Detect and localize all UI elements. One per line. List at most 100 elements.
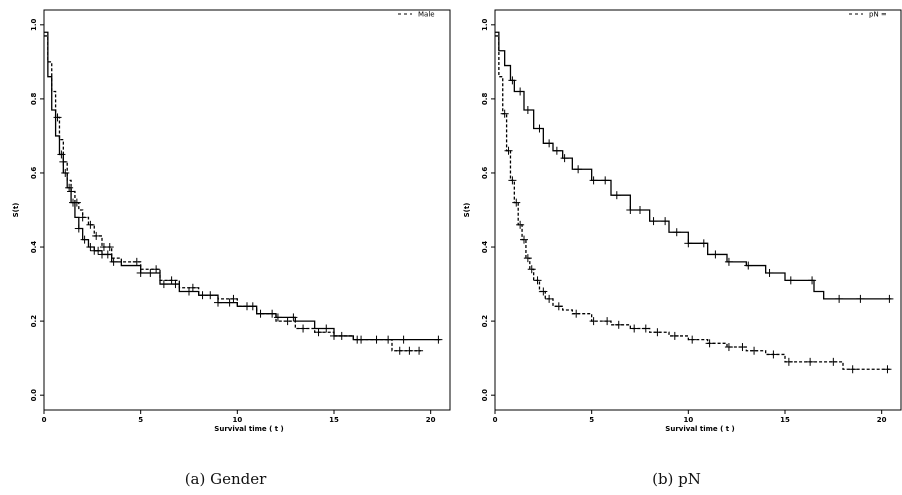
censor-mark — [614, 320, 623, 329]
censor-mark — [512, 198, 521, 207]
censor-mark — [248, 302, 257, 311]
x-tick-label: 20 — [877, 416, 887, 424]
censor-mark — [508, 76, 517, 85]
y-tick-label: 0.0 — [30, 389, 38, 402]
y-tick-label: 1.0 — [481, 18, 489, 31]
censor-mark — [636, 206, 644, 214]
censor-mark — [152, 265, 161, 274]
x-tick-label: 15 — [780, 416, 790, 424]
censor-mark — [229, 294, 238, 303]
censor-mark — [67, 187, 76, 196]
censor-mark — [92, 231, 101, 240]
censor-mark — [372, 335, 381, 344]
censor-mark — [765, 268, 774, 277]
censor-mark — [699, 239, 708, 248]
censor-mark — [500, 109, 509, 118]
censor-mark — [273, 313, 282, 322]
x-tick-label: 5 — [138, 416, 143, 424]
censor-mark — [572, 309, 581, 318]
censor-mark — [504, 146, 513, 155]
censor-mark — [109, 257, 118, 266]
censor-mark — [523, 106, 532, 114]
y-tick-label: 0.6 — [30, 167, 38, 180]
censor-mark — [159, 280, 168, 289]
censor-mark — [206, 291, 215, 300]
censor-mark — [86, 220, 95, 229]
censor-mark — [653, 328, 662, 337]
censor-mark — [94, 246, 103, 255]
censor-mark — [299, 324, 308, 333]
chart-panel-pn: 0 5 10 15 20 0.0 0.2 0.4 0.6 0.8 1.0 Survival time … — [451, 0, 902, 495]
censor-mark — [769, 350, 778, 359]
censor-mark — [59, 157, 68, 166]
x-tick-label: 0 — [493, 416, 498, 424]
censor-mark — [65, 183, 74, 192]
x-tick-label: 10 — [232, 416, 242, 424]
censor-mark — [357, 335, 366, 344]
censor-mark — [405, 346, 414, 355]
censor-mark — [136, 268, 145, 277]
censor-mark — [688, 335, 697, 344]
censor-mark — [589, 176, 598, 185]
x-axis-title: Survival time ( t ) — [665, 425, 734, 433]
censor-mark — [314, 328, 323, 337]
censor-mark — [146, 268, 155, 277]
y-axis-title: S(t) — [12, 203, 20, 218]
censor-mark — [641, 324, 650, 333]
y-tick-label: 0.4 — [30, 241, 38, 254]
censor-mark — [61, 168, 70, 177]
censor-mark — [630, 324, 639, 333]
censor-mark — [806, 357, 815, 366]
series-line-dashed — [495, 35, 892, 370]
censor-mark — [535, 124, 544, 133]
censor-mark — [399, 335, 408, 344]
censor-mark — [132, 257, 141, 266]
x-axis-title: Survival time ( t ) — [214, 425, 283, 433]
censor-mark — [225, 298, 234, 307]
censor-mark — [516, 87, 525, 96]
censor-mark — [330, 331, 338, 340]
censor-mark — [78, 213, 87, 222]
x-tick-label: 20 — [426, 416, 436, 424]
x-tick-label: 0 — [42, 416, 47, 424]
y-tick-label: 0.0 — [481, 389, 489, 402]
censor-mark — [724, 257, 733, 266]
censor-mark — [711, 250, 720, 259]
censor-mark — [103, 250, 112, 259]
censor-mark — [167, 276, 176, 285]
censor-mark — [395, 346, 404, 355]
legend: pN = — [849, 11, 887, 19]
censor-mark — [661, 217, 670, 226]
censor-mark — [214, 298, 222, 307]
censor-mark — [738, 343, 747, 352]
legend: Male — [398, 11, 435, 19]
censor-mark — [626, 206, 635, 214]
censor-mark — [554, 302, 563, 311]
x-tick-label: 5 — [589, 416, 594, 424]
censor-mark — [552, 146, 561, 155]
censor-mark — [80, 235, 89, 244]
legend-label: pN = — [869, 11, 887, 19]
censor-mark — [72, 198, 81, 207]
km-plot-gender: 0 5 10 15 20 0.0 0.2 0.4 0.6 0.8 1.0 Survival time … — [12, 9, 451, 433]
censor-mark — [283, 317, 292, 326]
y-tick-label: 0.8 — [30, 93, 38, 106]
censor-mark — [322, 324, 331, 333]
censor-mark — [684, 239, 693, 248]
legend-label: Male — [418, 11, 435, 19]
chart-panel-gender: 0 5 10 15 20 0.0 0.2 0.4 0.6 0.8 1.0 Survival time … — [12, 9, 451, 488]
censor-mark — [848, 365, 857, 374]
censor-mark — [86, 243, 95, 252]
censor-mark — [188, 283, 197, 292]
censor-mark — [574, 165, 583, 174]
km-plot-pn: 0 5 10 15 20 0.0 0.2 0.4 0.6 0.8 1.0 Survival time … — [463, 9, 902, 433]
censor-mark — [603, 317, 612, 326]
censor-mark — [545, 294, 554, 303]
y-tick-label: 0.4 — [481, 241, 489, 254]
series-line-dashed — [44, 35, 421, 352]
censor-mark — [268, 309, 277, 318]
series-line-solid — [495, 31, 892, 300]
censor-mark — [744, 261, 753, 270]
censor-mark — [545, 139, 554, 148]
censor-mark — [289, 313, 298, 322]
